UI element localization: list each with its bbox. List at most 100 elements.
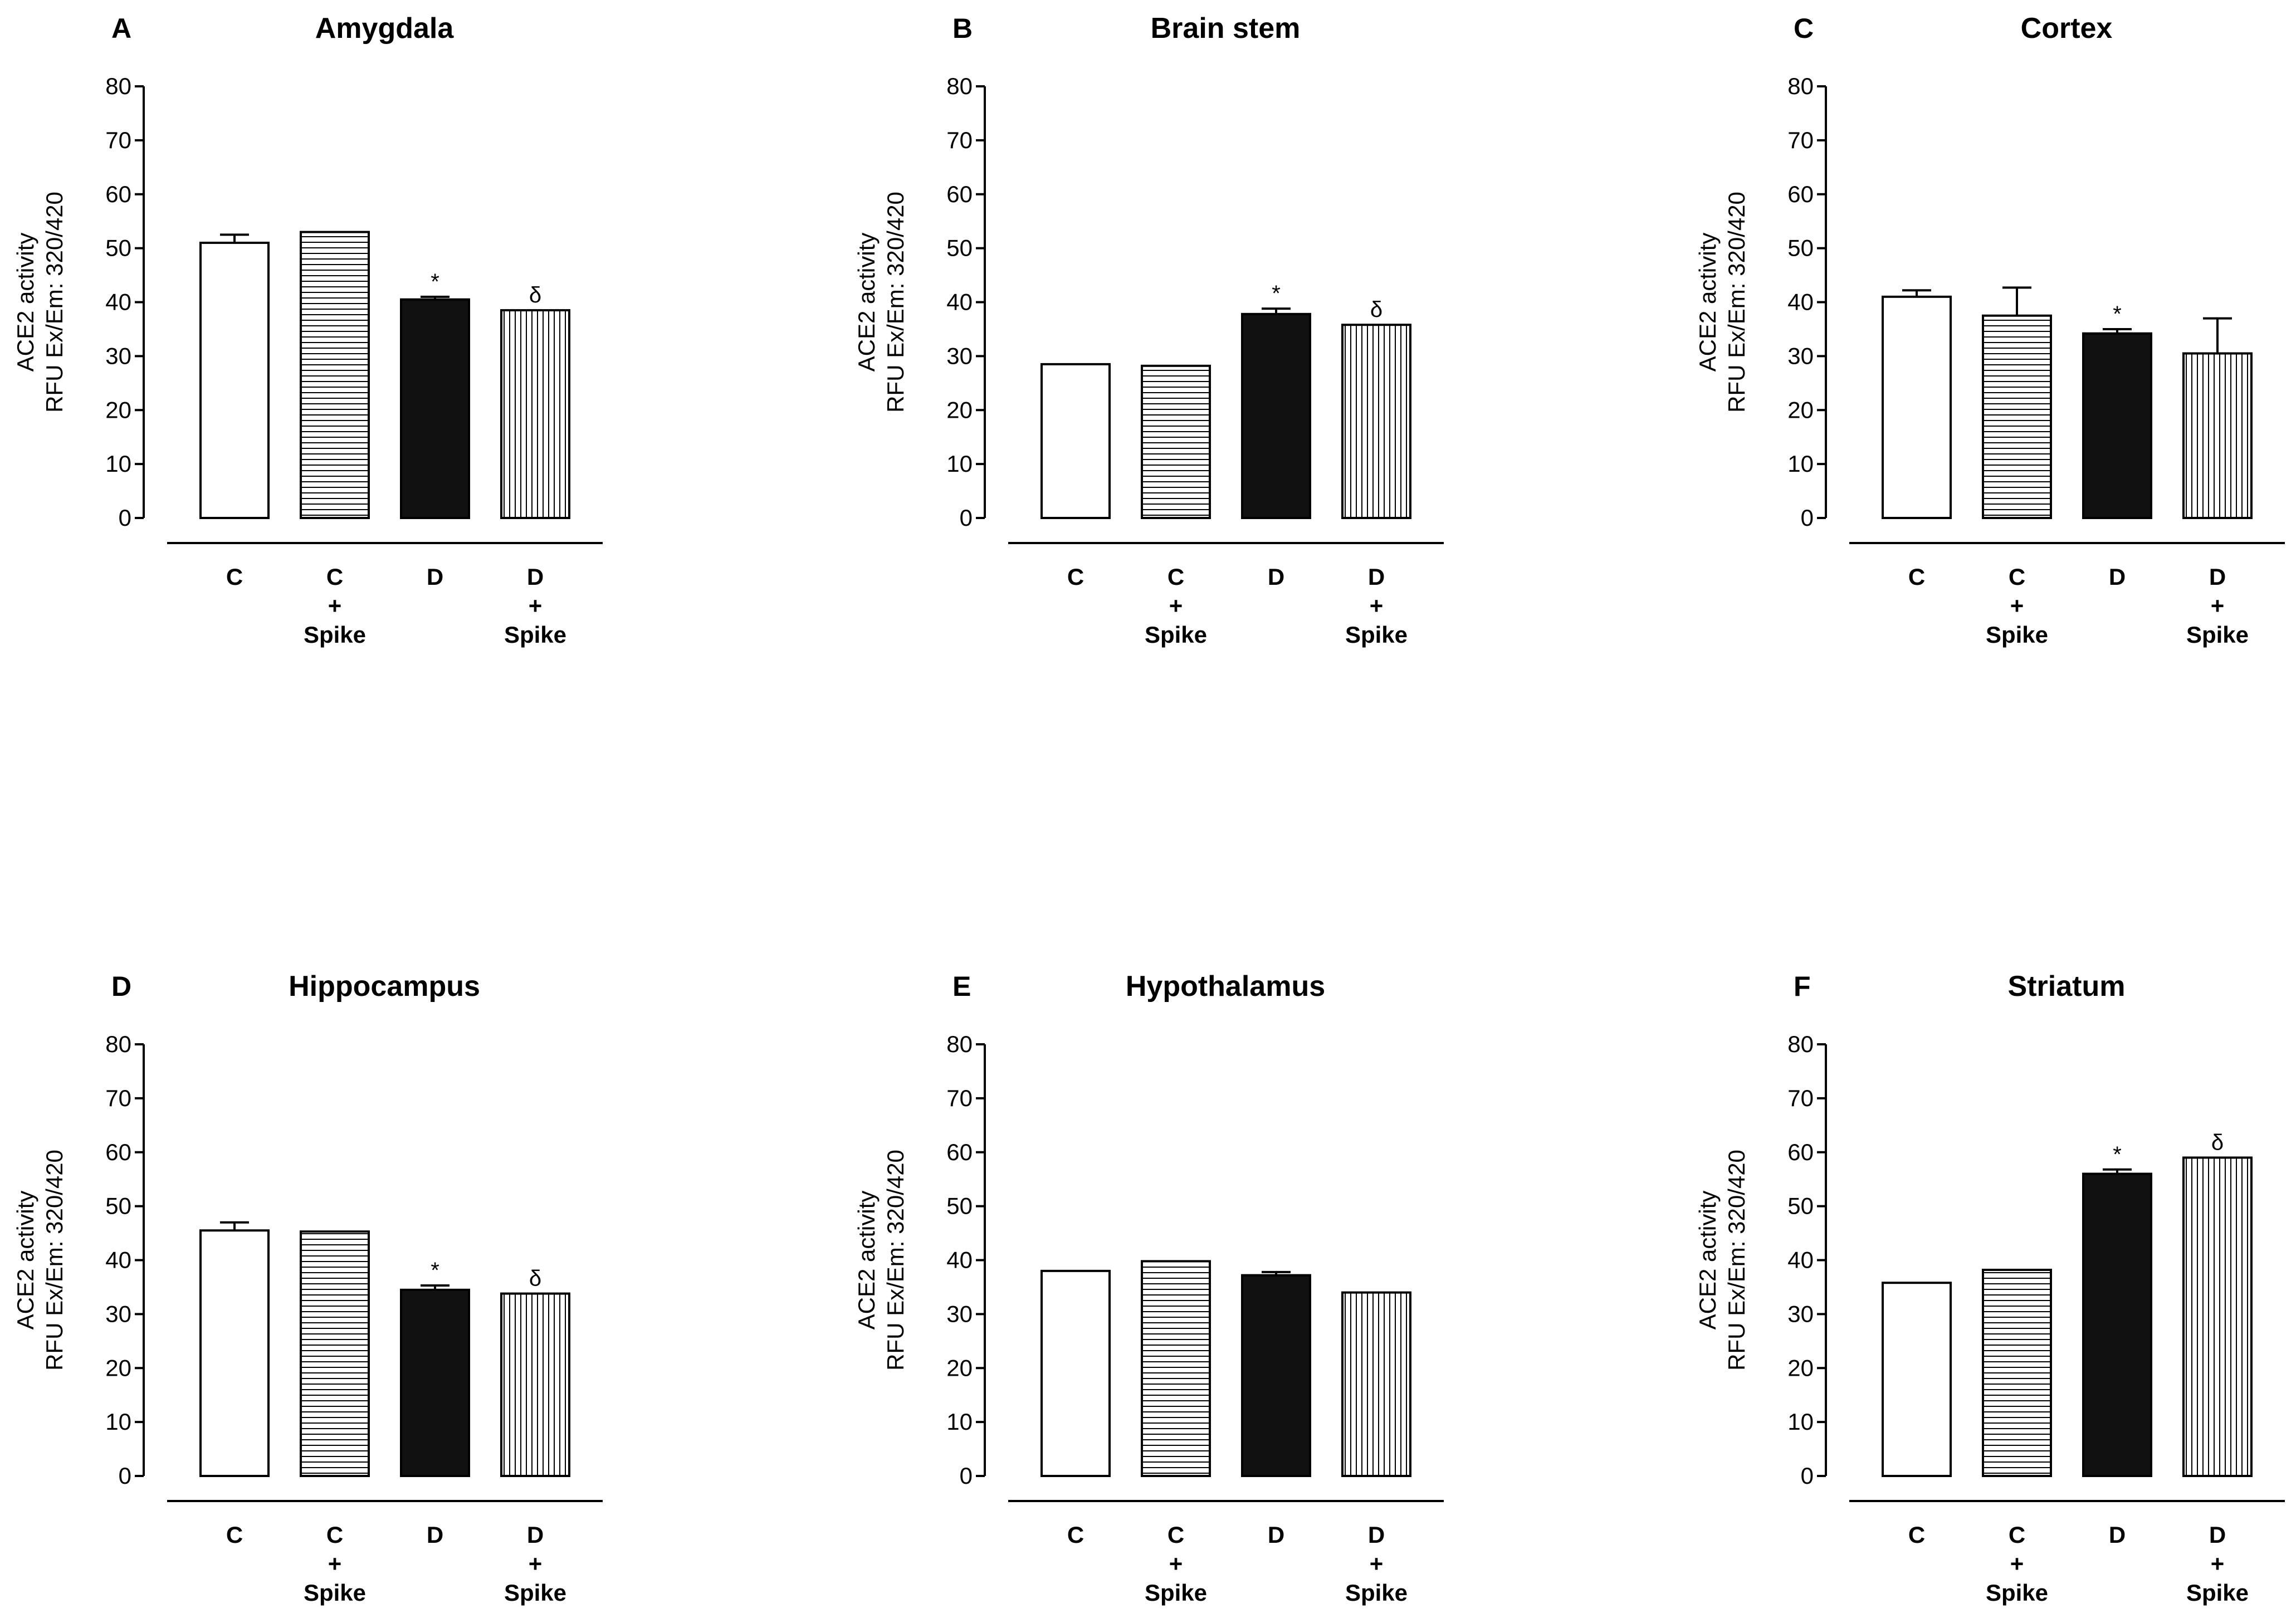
y-tick-label: 10 bbox=[105, 451, 131, 477]
category-label: + bbox=[2010, 593, 2024, 619]
bar-1 bbox=[1141, 364, 1211, 519]
category-label: D bbox=[527, 1522, 544, 1548]
category-label: C bbox=[1908, 564, 1925, 590]
significance-mark: * bbox=[2113, 1142, 2122, 1167]
significance-mark: δ bbox=[2211, 1130, 2224, 1155]
bar-3 bbox=[1341, 1291, 1411, 1477]
y-tick-label: 70 bbox=[946, 127, 973, 153]
bar-0 bbox=[1040, 363, 1111, 519]
category-label: + bbox=[2010, 1551, 2024, 1577]
y-tick-label: 0 bbox=[960, 505, 973, 531]
panel-e: E Hypothalamus 0 10 20 30 40 50 60 70 80 ACE2 activ… bbox=[853, 970, 1444, 1606]
category-label: Spike bbox=[1345, 622, 1408, 648]
y-tick-label: 80 bbox=[105, 1031, 131, 1057]
y-tick-label: 20 bbox=[946, 1355, 973, 1381]
bar-3 bbox=[1341, 324, 1411, 519]
category-label: D bbox=[1268, 564, 1284, 590]
bar-3 bbox=[500, 309, 570, 519]
y-tick-label: 0 bbox=[1801, 1463, 1814, 1489]
y-axis-label: ACE2 activity RFU Ex/Em: 320/420 bbox=[853, 1150, 908, 1371]
significance-mark: δ bbox=[1370, 297, 1383, 322]
category-label: C bbox=[2009, 1522, 2025, 1548]
category-label: + bbox=[328, 1551, 342, 1577]
panel-title: Amygdala bbox=[315, 12, 455, 45]
category-label: Spike bbox=[1345, 1580, 1408, 1606]
y-tick-label: 20 bbox=[105, 397, 131, 423]
significance-mark: * bbox=[2113, 302, 2122, 326]
y-tick-label: 50 bbox=[946, 235, 973, 261]
category-label: + bbox=[328, 593, 342, 619]
category-label: D bbox=[2109, 564, 2126, 590]
panel-letter: C bbox=[1794, 13, 1814, 44]
category-label: D bbox=[1368, 1522, 1385, 1548]
y-tick-label: 30 bbox=[105, 343, 131, 369]
panel-letter: A bbox=[111, 13, 131, 44]
bar-0 bbox=[1882, 1282, 1952, 1477]
y-tick-label: 70 bbox=[1787, 127, 1814, 153]
y-tick-label: 80 bbox=[946, 1031, 973, 1057]
category-label: D bbox=[1368, 564, 1385, 590]
panel-a: A Amygdala 0 10 20 30 40 50 60 70 80 ACE2 activity R… bbox=[12, 12, 603, 648]
y-tick-label: 10 bbox=[1787, 1409, 1814, 1435]
bar-2 bbox=[1241, 1274, 1311, 1477]
category-label: + bbox=[1169, 1551, 1183, 1577]
bar-1 bbox=[1982, 314, 2052, 519]
y-tick-label: 50 bbox=[1787, 235, 1814, 261]
y-tick-label: 80 bbox=[1787, 73, 1814, 99]
y-tick-label: 40 bbox=[1787, 289, 1814, 315]
category-label: D bbox=[527, 564, 544, 590]
y-tick-label: 20 bbox=[1787, 1355, 1814, 1381]
significance-mark: δ bbox=[529, 1267, 541, 1291]
panel-c: C Cortex 0 10 20 30 40 50 60 70 80 ACE2 activity RFU… bbox=[1694, 12, 2285, 648]
category-label: Spike bbox=[504, 622, 566, 648]
y-tick-label: 40 bbox=[105, 1247, 131, 1273]
bar-2 bbox=[1241, 312, 1311, 519]
category-label: C bbox=[1067, 564, 1084, 590]
bar-0 bbox=[1040, 1269, 1111, 1477]
category-label: Spike bbox=[304, 1580, 366, 1606]
y-tick-label: 50 bbox=[105, 1193, 131, 1219]
y-tick-label: 0 bbox=[119, 505, 131, 531]
y-axis-label: ACE2 activity RFU Ex/Em: 320/420 bbox=[12, 1150, 67, 1371]
y-tick-label: 70 bbox=[105, 127, 131, 153]
y-tick-label: 40 bbox=[946, 1247, 973, 1273]
y-tick-label: 60 bbox=[946, 181, 973, 207]
y-tick-label: 30 bbox=[946, 343, 973, 369]
panel-f: F Striatum 0 10 20 30 40 50 60 70 80 ACE2 activity R… bbox=[1694, 970, 2285, 1606]
y-tick-label: 10 bbox=[946, 1409, 973, 1435]
y-tick-label: 60 bbox=[105, 1139, 131, 1165]
bar-2 bbox=[400, 1288, 470, 1477]
bar-1 bbox=[300, 231, 370, 519]
significance-mark: * bbox=[431, 1258, 439, 1283]
bar-1 bbox=[300, 1230, 370, 1477]
y-tick-label: 0 bbox=[119, 1463, 131, 1489]
panel-title: Cortex bbox=[2021, 12, 2113, 45]
y-axis-label: ACE2 activity RFU Ex/Em: 320/420 bbox=[1694, 192, 1750, 413]
panel-letter: B bbox=[952, 13, 973, 44]
bar-2 bbox=[2082, 1172, 2152, 1477]
y-tick-label: 70 bbox=[105, 1085, 131, 1111]
category-label: C bbox=[1067, 1522, 1084, 1548]
y-tick-label: 10 bbox=[946, 451, 973, 477]
bar-2 bbox=[400, 298, 470, 519]
panel-letter: F bbox=[1794, 971, 1811, 1002]
y-tick-label: 40 bbox=[105, 289, 131, 315]
bar-3 bbox=[2182, 352, 2253, 519]
bar-0 bbox=[1882, 295, 1952, 519]
y-tick-label: 80 bbox=[946, 73, 973, 99]
category-label: Spike bbox=[1145, 622, 1207, 648]
y-tick-label: 30 bbox=[946, 1301, 973, 1327]
y-tick-label: 0 bbox=[1801, 505, 1814, 531]
category-label: + bbox=[1169, 593, 1183, 619]
significance-mark: δ bbox=[529, 283, 541, 307]
category-label: C bbox=[226, 1522, 243, 1548]
y-tick-label: 60 bbox=[946, 1139, 973, 1165]
y-tick-label: 50 bbox=[946, 1193, 973, 1219]
panel-title: Hypothalamus bbox=[1126, 970, 1325, 1003]
category-label: C bbox=[326, 564, 343, 590]
category-label: C bbox=[226, 564, 243, 590]
panel-b: B Brain stem 0 10 20 30 40 50 60 70 80 ACE2 activit… bbox=[853, 12, 1444, 648]
y-tick-label: 60 bbox=[1787, 181, 1814, 207]
y-tick-label: 20 bbox=[105, 1355, 131, 1381]
